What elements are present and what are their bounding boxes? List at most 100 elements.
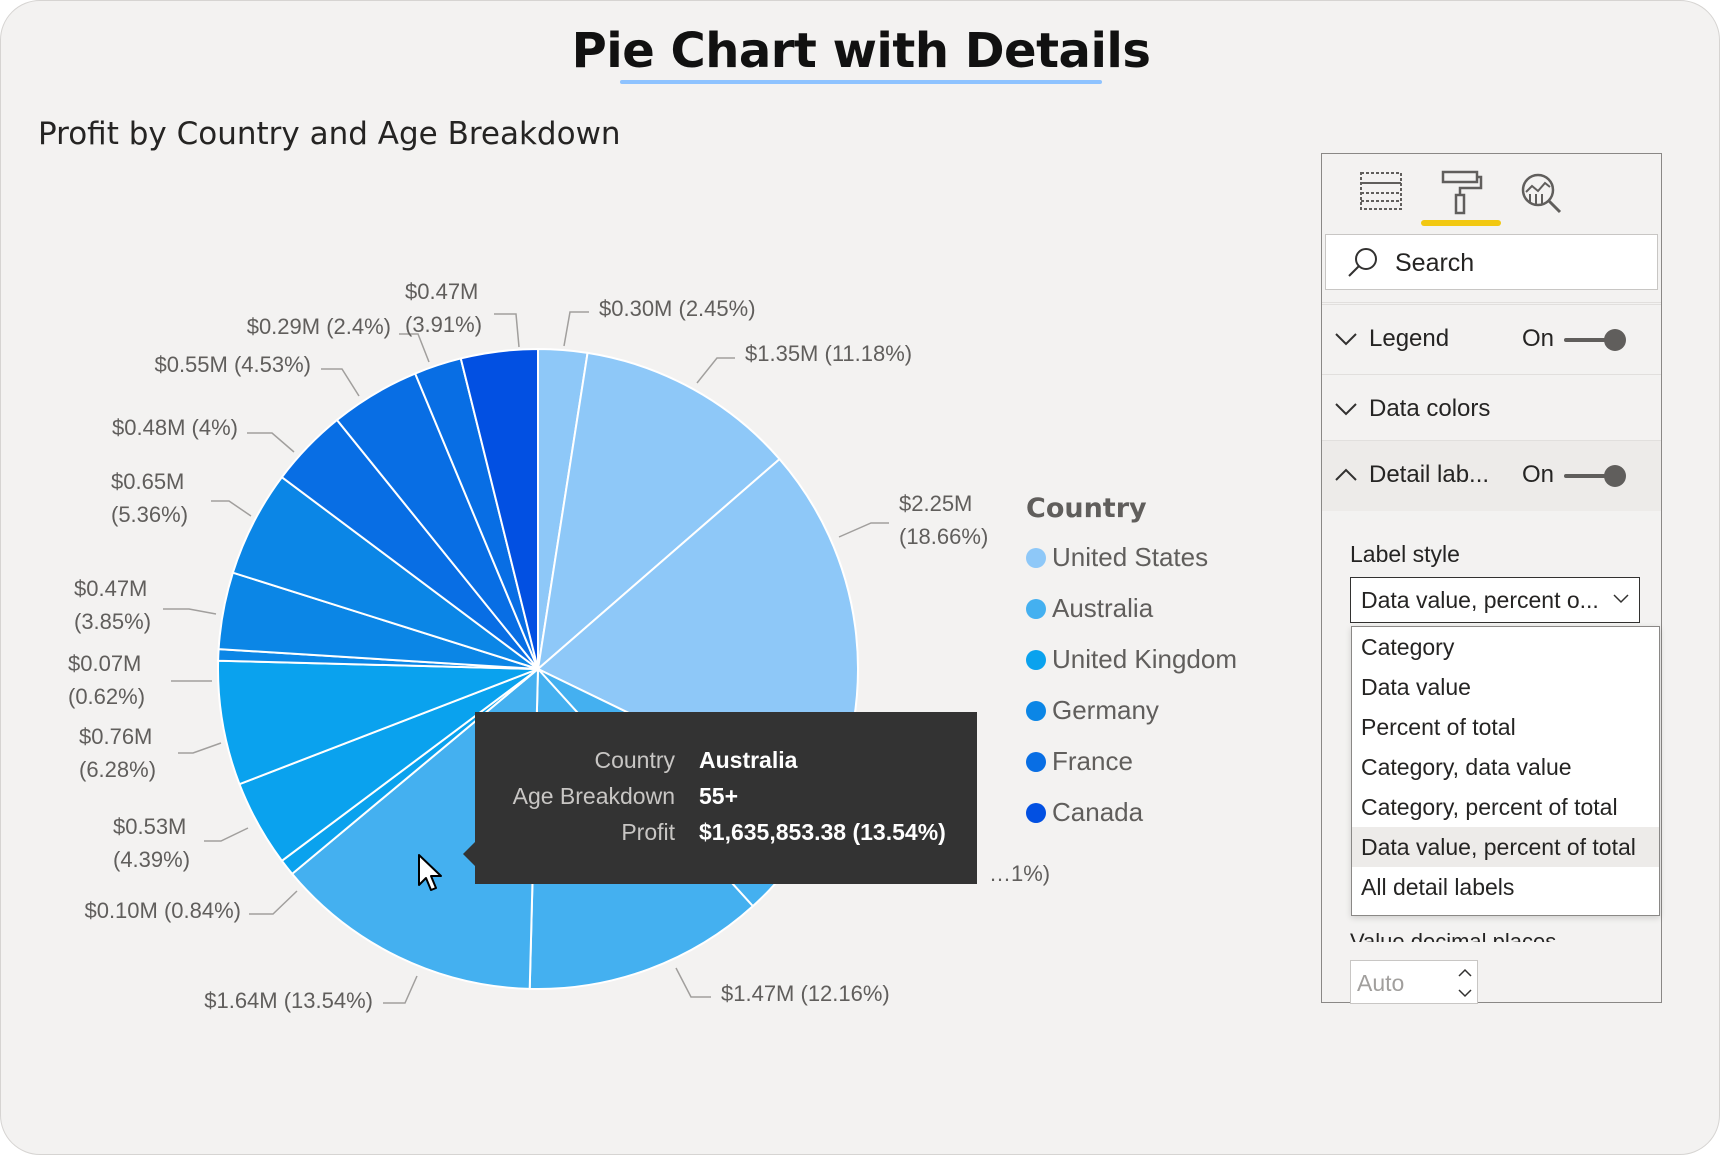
toggle-state: On — [1522, 325, 1555, 352]
legend-color-dot — [1026, 547, 1046, 568]
legend-item[interactable]: Germany — [1026, 685, 1237, 736]
legend-label: Canada — [1052, 797, 1144, 827]
data-label: …1%) — [989, 861, 1050, 886]
data-label: $0.65M (5.36%) — [111, 469, 188, 527]
tooltip: Country Australia Age Breakdown 55+ Prof… — [463, 712, 977, 884]
decimal-places-caption: Value decimal places — [1350, 929, 1557, 942]
section-label: Detail lab... — [1369, 461, 1490, 488]
tooltip-key: Country — [594, 747, 675, 773]
dropdown-option[interactable]: Percent of total — [1361, 714, 1516, 740]
data-label: $0.29M (2.4%) — [247, 314, 391, 339]
decimal-places-input[interactable]: Auto — [1350, 960, 1478, 1004]
dropdown-option[interactable]: All detail labels — [1361, 874, 1515, 900]
legend-color-dot — [1026, 802, 1046, 823]
dropdown-option[interactable]: Category, data value — [1361, 754, 1572, 780]
title-underline — [620, 80, 1102, 84]
data-label: $0.30M (2.45%) — [599, 296, 756, 321]
legend-color-dot — [1026, 700, 1046, 721]
leader-line — [399, 333, 430, 363]
search-input[interactable]: Search — [1325, 234, 1658, 290]
data-label: $0.47M (3.85%) — [74, 576, 151, 634]
legend-label: United States — [1052, 542, 1209, 572]
decimal-places-placeholder: Auto — [1357, 970, 1405, 996]
legend-item[interactable]: United States — [1026, 532, 1237, 583]
detail-labels-toggle[interactable] — [1564, 465, 1626, 487]
leader-line — [321, 368, 360, 397]
tooltip-row-profit: Profit $1,635,853.38 (13.54%) — [475, 819, 977, 855]
leader-line — [178, 742, 222, 754]
legend-item[interactable]: Canada — [1026, 787, 1237, 838]
leader-line — [204, 827, 249, 842]
analytics-magnifier-icon[interactable] — [1512, 164, 1572, 224]
pie-slice[interactable] — [459, 347, 539, 670]
legend-item[interactable]: France — [1026, 736, 1237, 787]
section-divider — [1322, 298, 1661, 303]
toggle-state: On — [1522, 461, 1555, 488]
data-label: $0.76M (6.28%) — [79, 724, 156, 782]
pie-slice[interactable] — [536, 351, 781, 672]
label-style-options: Category Data value Percent of total Cat… — [1351, 626, 1660, 916]
dropdown-option[interactable]: Category — [1361, 634, 1455, 660]
tooltip-arrow — [463, 842, 475, 866]
legend-color-dot — [1026, 649, 1046, 670]
data-label: $0.55M (4.53%) — [154, 352, 311, 377]
data-label: $1.64M (13.54%) — [204, 988, 373, 1013]
tooltip-value: 55+ — [699, 783, 739, 809]
leader-line — [247, 432, 295, 453]
section-legend[interactable]: Legend On — [1322, 304, 1661, 375]
leader-line — [494, 313, 520, 348]
legend-toggle[interactable] — [1564, 329, 1626, 351]
legend: Country United States Australia United Kin… — [1026, 493, 1237, 838]
chevron-up-icon — [1335, 468, 1357, 481]
legend-label: Germany — [1052, 695, 1159, 725]
leader-line — [675, 967, 711, 998]
page-title: Pie Chart with Details — [571, 23, 1151, 79]
tooltip-value: Australia — [699, 747, 798, 773]
data-label: $0.47M (3.91%) — [405, 279, 482, 337]
tooltip-row-country: Country Australia — [475, 747, 977, 783]
leader-line — [563, 311, 589, 347]
legend-label: United Kingdom — [1052, 644, 1237, 674]
data-label: $0.07M (0.62%) — [68, 651, 145, 709]
tooltip-key: Profit — [621, 819, 675, 845]
label-style-caption: Label style — [1350, 541, 1460, 567]
search-icon — [1348, 248, 1377, 277]
legend-label: Australia — [1052, 593, 1154, 623]
legend-item[interactable]: Australia — [1026, 583, 1237, 634]
legend-color-dot — [1026, 751, 1046, 772]
tooltip-key: Age Breakdown — [512, 783, 675, 809]
active-tab-indicator — [1421, 220, 1501, 226]
section-data-colors[interactable]: Data colors — [1322, 374, 1661, 445]
search-placeholder: Search — [1395, 249, 1475, 277]
data-label: $0.10M (0.84%) — [84, 898, 241, 923]
dropdown-option[interactable]: Data value — [1361, 674, 1471, 700]
dropdown-option[interactable]: Category, percent of total — [1361, 794, 1618, 820]
leader-line — [838, 522, 889, 538]
data-label: $0.48M (4%) — [112, 415, 238, 440]
format-paint-roller-icon[interactable] — [1431, 164, 1491, 224]
chevron-down-icon — [1335, 333, 1357, 346]
tooltip-row-age: Age Breakdown 55+ — [475, 783, 977, 819]
leader-line — [383, 975, 418, 1004]
chevron-down-icon — [1613, 594, 1629, 604]
legend-color-dot — [1026, 598, 1046, 619]
fields-tab-icon[interactable] — [1352, 164, 1412, 224]
legend-label: France — [1052, 746, 1133, 776]
chevron-down-icon — [1335, 403, 1357, 416]
leader-line — [163, 608, 217, 615]
dropdown-option-selected[interactable]: Data value, percent of total — [1352, 827, 1659, 867]
section-detail-labels[interactable]: Detail lab... On — [1322, 440, 1661, 511]
legend-title: Country — [1026, 493, 1147, 524]
tooltip-value: $1,635,853.38 (13.54%) — [699, 819, 946, 845]
pie-slice[interactable] — [217, 659, 539, 786]
section-label: Legend — [1369, 325, 1450, 352]
chart-title: Profit by Country and Age Breakdown — [38, 116, 621, 152]
stepper-icon[interactable] — [1457, 965, 1473, 1001]
leader-line — [249, 890, 298, 915]
legend-item[interactable]: United Kingdom — [1026, 634, 1237, 685]
selected-value: Data value, percent o... — [1361, 587, 1599, 613]
leader-line — [211, 500, 252, 517]
label-style-dropdown[interactable]: Data value, percent o... — [1350, 577, 1640, 623]
data-label: $1.47M (12.16%) — [721, 981, 890, 1006]
